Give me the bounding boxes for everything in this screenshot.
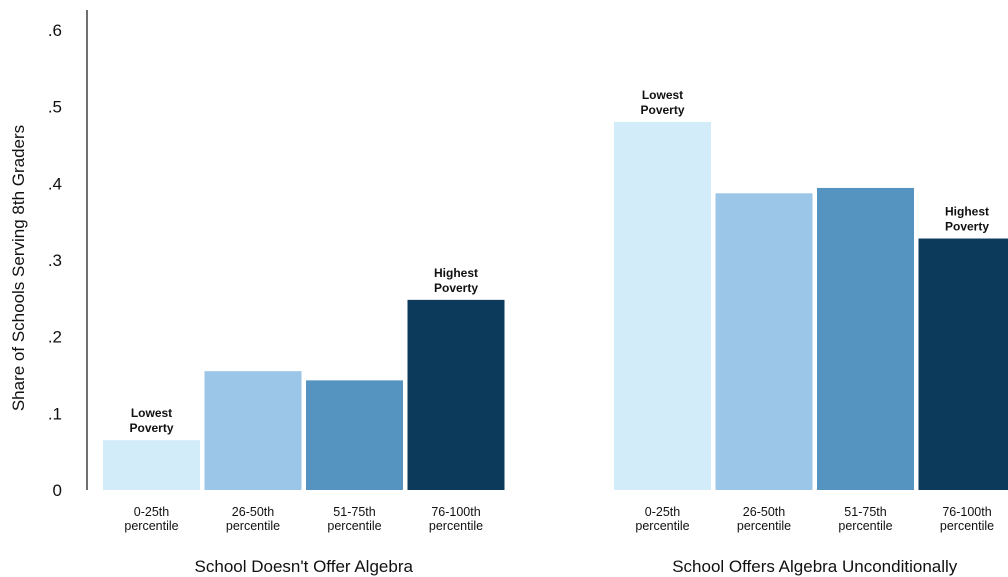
x-tick-label: 51-75th (844, 505, 886, 519)
x-tick-label: percentile (226, 519, 280, 533)
x-tick-label: percentile (838, 519, 892, 533)
bar (103, 440, 200, 490)
bar-annotation: Poverty (434, 281, 478, 295)
x-tick-label: percentile (327, 519, 381, 533)
bar-annotations: LowestPovertyHighestPovertyLowestPoverty… (129, 88, 989, 435)
bar (715, 193, 813, 491)
bar (306, 380, 403, 490)
bar-annotation: Poverty (945, 220, 989, 234)
y-tick-labels: 0 .1 .2 .3 .4 .5 .6 (48, 21, 62, 500)
y-tick-label: .6 (48, 21, 62, 40)
x-tick-label: 76-100th (942, 505, 991, 519)
y-tick-label: .4 (48, 174, 62, 193)
x-tick-label: percentile (940, 519, 994, 533)
bar (614, 122, 711, 490)
x-tick-label: percentile (635, 519, 689, 533)
bar-annotation: Poverty (640, 103, 684, 117)
x-tick-label: percentile (124, 519, 178, 533)
x-tick-label: percentile (737, 519, 791, 533)
bar-annotation: Lowest (131, 406, 172, 420)
y-axis-title: Share of Schools Serving 8th Graders (9, 125, 28, 411)
x-tick-label: 0-25th (134, 505, 169, 519)
y-tick-label: .5 (48, 98, 62, 117)
y-tick-label: .1 (48, 404, 62, 423)
x-tick-label: 26-50th (743, 505, 785, 519)
bar-annotation: Highest (945, 205, 989, 219)
bar-annotation: Lowest (642, 88, 683, 102)
y-tick-label: .2 (48, 328, 62, 347)
x-tick-label: 26-50th (232, 505, 274, 519)
x-tick-label: 51-75th (333, 505, 375, 519)
group-label: School Doesn't Offer Algebra (195, 557, 414, 576)
bar-annotation: Poverty (129, 421, 173, 435)
bar (817, 187, 914, 490)
x-tick-label: 0-25th (645, 505, 680, 519)
x-tick-label: percentile (429, 519, 483, 533)
group-labels: School Doesn't Offer Algebra School Offer… (195, 557, 958, 576)
bar (407, 299, 505, 490)
bar (204, 371, 302, 490)
x-tick-labels: 0-25thpercentile26-50thpercentile51-75th… (124, 505, 994, 533)
x-tick-label: 76-100th (431, 505, 480, 519)
bars (103, 122, 1008, 491)
group-label: School Offers Algebra Unconditionally (672, 557, 958, 576)
y-tick-label: .3 (48, 251, 62, 270)
y-tick-label: 0 (53, 481, 62, 500)
bar (918, 238, 1008, 490)
bar-annotation: Highest (434, 266, 478, 280)
